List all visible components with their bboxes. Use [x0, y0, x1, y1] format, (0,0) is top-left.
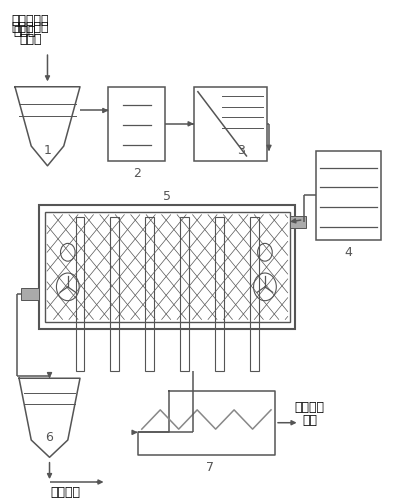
Bar [45, 212, 290, 322]
Text: 的废水: 的废水 [19, 33, 42, 46]
Bar [108, 87, 165, 161]
Text: 含卡马西平: 含卡马西平 [11, 14, 48, 27]
Bar [250, 217, 259, 371]
Text: 4: 4 [344, 246, 352, 259]
Bar [316, 151, 381, 240]
Bar [40, 205, 295, 329]
Text: 1: 1 [44, 144, 52, 157]
Bar [21, 288, 40, 300]
Bar [75, 217, 84, 371]
Text: 2: 2 [133, 166, 141, 180]
Text: 5: 5 [164, 190, 171, 203]
Bar [145, 217, 154, 371]
Text: 含卡马西平: 含卡马西平 [11, 21, 48, 34]
Bar [194, 87, 267, 161]
Bar [110, 217, 119, 371]
Text: 利用: 利用 [302, 414, 317, 427]
Bar [215, 217, 224, 371]
Bar [180, 217, 190, 371]
Text: 3: 3 [237, 144, 245, 157]
Text: 7: 7 [206, 461, 214, 474]
Text: 净化出水: 净化出水 [51, 486, 81, 499]
Text: 硝化弱棉: 硝化弱棉 [295, 401, 325, 414]
Bar [290, 216, 306, 228]
Text: 6: 6 [46, 431, 54, 444]
Text: 的废水: 的废水 [13, 25, 35, 38]
